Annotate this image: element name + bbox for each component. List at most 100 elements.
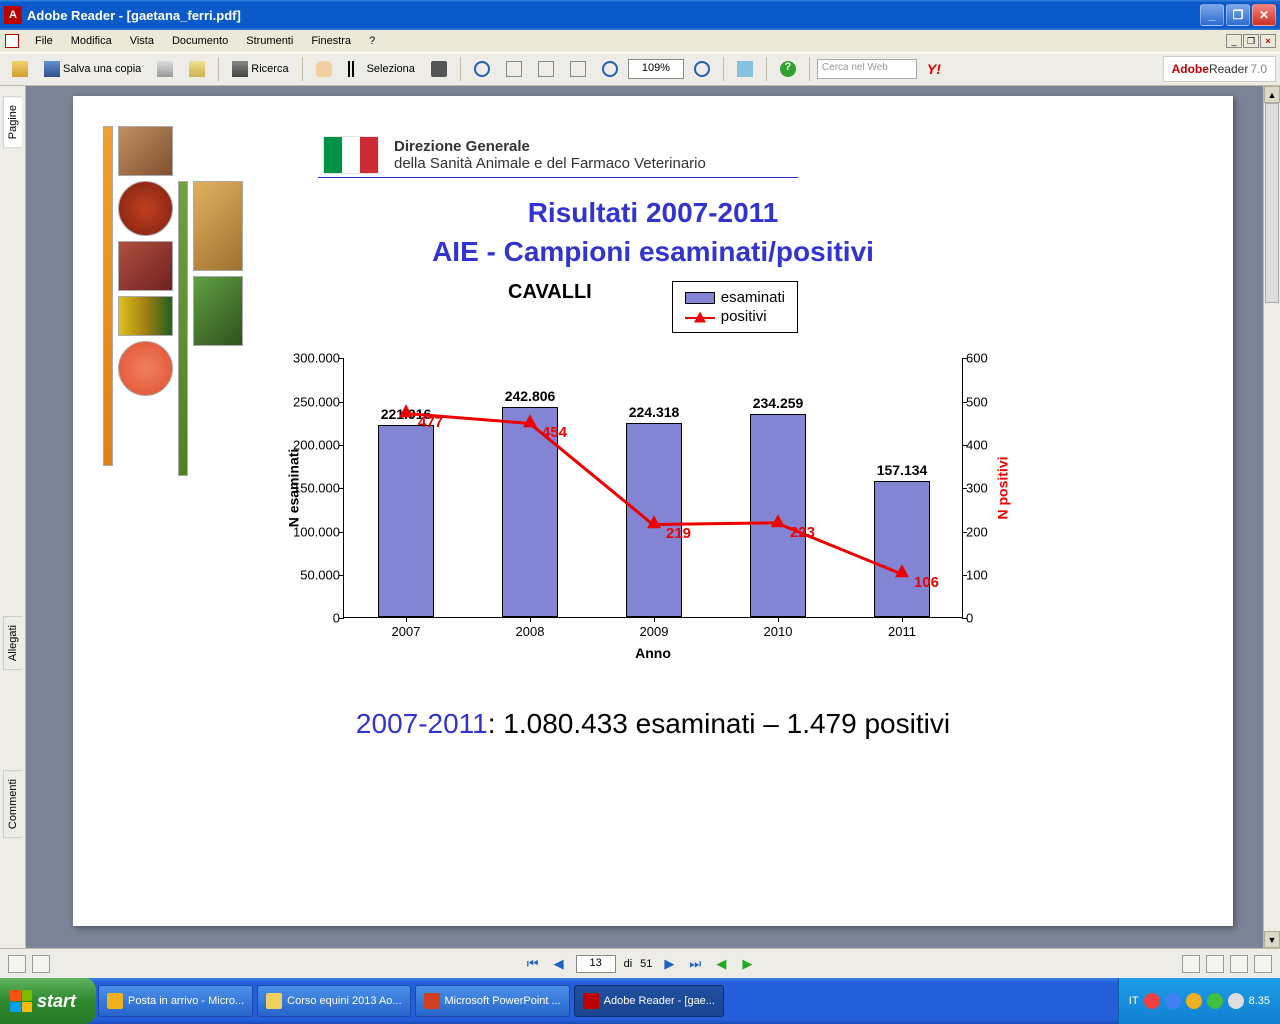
continuous-button[interactable] bbox=[1206, 955, 1224, 973]
open-button[interactable] bbox=[6, 57, 34, 81]
last-page-button[interactable]: ⏭ bbox=[686, 955, 704, 973]
search-label: Ricerca bbox=[251, 63, 288, 75]
summary-rest: : 1.080.433 esaminati – 1.479 positivi bbox=[488, 708, 950, 739]
first-page-button[interactable]: ⏮ bbox=[524, 955, 542, 973]
select-tool-button[interactable]: Seleziona bbox=[342, 57, 421, 81]
scroll-up-button[interactable]: ▲ bbox=[1264, 86, 1280, 103]
taskbar-item-outlook[interactable]: Posta in arrivo - Micro... bbox=[98, 985, 253, 1017]
document-view[interactable]: Direzione Generale della Sanità Animale … bbox=[26, 86, 1280, 948]
search-button[interactable]: Ricerca bbox=[226, 57, 294, 81]
yahoo-button[interactable]: Y! bbox=[921, 57, 947, 81]
hand-tool-button[interactable] bbox=[310, 57, 338, 81]
tray-icon-2[interactable] bbox=[1165, 993, 1181, 1009]
header-underline bbox=[318, 177, 798, 178]
zoom-in-button[interactable] bbox=[468, 57, 496, 81]
logo-reader: Reader bbox=[1209, 62, 1248, 76]
y-right-tick: 100 bbox=[966, 568, 1002, 583]
scroll-down-button[interactable]: ▼ bbox=[1264, 931, 1280, 948]
tab-commenti[interactable]: Commenti bbox=[3, 770, 22, 838]
maximize-button[interactable]: ❐ bbox=[1226, 4, 1250, 26]
menu-strumenti[interactable]: Strumenti bbox=[242, 33, 297, 49]
x-tick: 2007 bbox=[392, 624, 421, 639]
x-tick: 2010 bbox=[764, 624, 793, 639]
clock[interactable]: 8.35 bbox=[1249, 995, 1270, 1007]
chart-subtitle-area: CAVALLI esaminati positivi bbox=[123, 281, 1183, 333]
taskbar-item-adobe[interactable]: Adobe Reader - [gae... bbox=[574, 985, 724, 1017]
menu-vista[interactable]: Vista bbox=[126, 33, 158, 49]
prev-page-button[interactable]: ◀ bbox=[550, 955, 568, 973]
x-axis-label: Anno bbox=[635, 645, 671, 661]
language-indicator[interactable]: IT bbox=[1129, 995, 1139, 1007]
tray-icon-5[interactable] bbox=[1228, 993, 1244, 1009]
view-mode-1-button[interactable] bbox=[8, 955, 26, 973]
menu-file[interactable]: File bbox=[31, 33, 57, 49]
continuous-facing-button[interactable] bbox=[1254, 955, 1272, 973]
yahoo-icon: Y! bbox=[927, 61, 941, 77]
zoom-fit-button[interactable] bbox=[532, 57, 560, 81]
chart-bar-label: 157.134 bbox=[877, 462, 928, 478]
taskbar-item-explorer[interactable]: Corso equini 2013 Ao... bbox=[257, 985, 410, 1017]
view-mode-2-button[interactable] bbox=[32, 955, 50, 973]
folder-open-icon bbox=[12, 61, 28, 77]
chart-title: Risultati 2007-2011 AIE - Campioni esami… bbox=[123, 193, 1183, 271]
page-number-input[interactable]: 13 bbox=[576, 955, 616, 973]
facing-button[interactable] bbox=[1230, 955, 1248, 973]
x-tick: 2008 bbox=[516, 624, 545, 639]
chart-line-marker bbox=[399, 404, 413, 417]
minimize-button[interactable]: _ bbox=[1200, 4, 1224, 26]
zoom-in-2-button[interactable] bbox=[688, 57, 716, 81]
tab-pagine[interactable]: Pagine bbox=[3, 96, 22, 148]
y-right-tick: 400 bbox=[966, 438, 1002, 453]
chart-title-line2: AIE - Campioni esaminati/positivi bbox=[123, 232, 1183, 271]
zoom-width-button[interactable] bbox=[564, 57, 592, 81]
printer-icon bbox=[157, 61, 173, 77]
doc-minimize-button[interactable]: _ bbox=[1226, 34, 1242, 48]
menu-modifica[interactable]: Modifica bbox=[67, 33, 116, 49]
menu-help[interactable]: ? bbox=[365, 33, 379, 49]
chart-line-label: 454 bbox=[542, 424, 567, 441]
zoom-out-button[interactable] bbox=[596, 57, 624, 81]
next-page-button[interactable]: ▶ bbox=[660, 955, 678, 973]
vertical-scrollbar[interactable]: ▲ ▼ bbox=[1263, 86, 1280, 948]
scroll-thumb[interactable] bbox=[1265, 103, 1279, 303]
menu-documento[interactable]: Documento bbox=[168, 33, 232, 49]
main-area: Pagine Allegati Commenti bbox=[0, 86, 1280, 948]
taskbar-item-powerpoint[interactable]: Microsoft PowerPoint ... bbox=[415, 985, 570, 1017]
taskbar-item-label: Microsoft PowerPoint ... bbox=[445, 995, 561, 1007]
doc-close-button[interactable]: × bbox=[1260, 34, 1276, 48]
print-button[interactable] bbox=[151, 57, 179, 81]
forward-button[interactable]: ▶ bbox=[738, 955, 756, 973]
reading-button[interactable] bbox=[731, 57, 759, 81]
plus-icon bbox=[694, 61, 710, 77]
header-line2: della Sanità Animale e del Farmaco Veter… bbox=[394, 155, 706, 172]
start-button[interactable]: start bbox=[0, 978, 96, 1024]
page-nav-bar: ⏮ ◀ 13 di 51 ▶ ⏭ ◀ ▶ bbox=[0, 948, 1280, 978]
tray-icon-3[interactable] bbox=[1186, 993, 1202, 1009]
system-tray[interactable]: IT 8.35 bbox=[1118, 978, 1280, 1024]
email-button[interactable] bbox=[183, 57, 211, 81]
menu-finestra[interactable]: Finestra bbox=[307, 33, 355, 49]
tray-icon-1[interactable] bbox=[1144, 993, 1160, 1009]
web-search-input[interactable]: Cerca nel Web bbox=[817, 59, 917, 79]
close-button[interactable]: ✕ bbox=[1252, 4, 1276, 26]
zoom-actual-button[interactable] bbox=[500, 57, 528, 81]
tray-icon-4[interactable] bbox=[1207, 993, 1223, 1009]
tab-allegati[interactable]: Allegati bbox=[3, 616, 22, 670]
folder-icon bbox=[266, 993, 282, 1009]
snapshot-button[interactable] bbox=[425, 57, 453, 81]
pdf-page: Direzione Generale della Sanità Animale … bbox=[73, 96, 1233, 926]
zoom-out-icon bbox=[602, 61, 618, 77]
single-page-button[interactable] bbox=[1182, 955, 1200, 973]
chart-line-label: 223 bbox=[790, 524, 815, 541]
help-button[interactable]: ? bbox=[774, 57, 802, 81]
back-button[interactable]: ◀ bbox=[712, 955, 730, 973]
doc-restore-button[interactable]: ❐ bbox=[1243, 34, 1259, 48]
chart-line-label: 106 bbox=[914, 574, 939, 591]
zoom-value-input[interactable]: 109% bbox=[628, 59, 684, 79]
camera-icon bbox=[431, 61, 447, 77]
adobe-reader-icon: A bbox=[4, 6, 22, 24]
y-right-tick: 0 bbox=[966, 611, 1002, 626]
y-left-tick: 250.000 bbox=[282, 394, 340, 409]
save-copy-button[interactable]: Salva una copia bbox=[38, 57, 147, 81]
adobe-icon bbox=[583, 993, 599, 1009]
